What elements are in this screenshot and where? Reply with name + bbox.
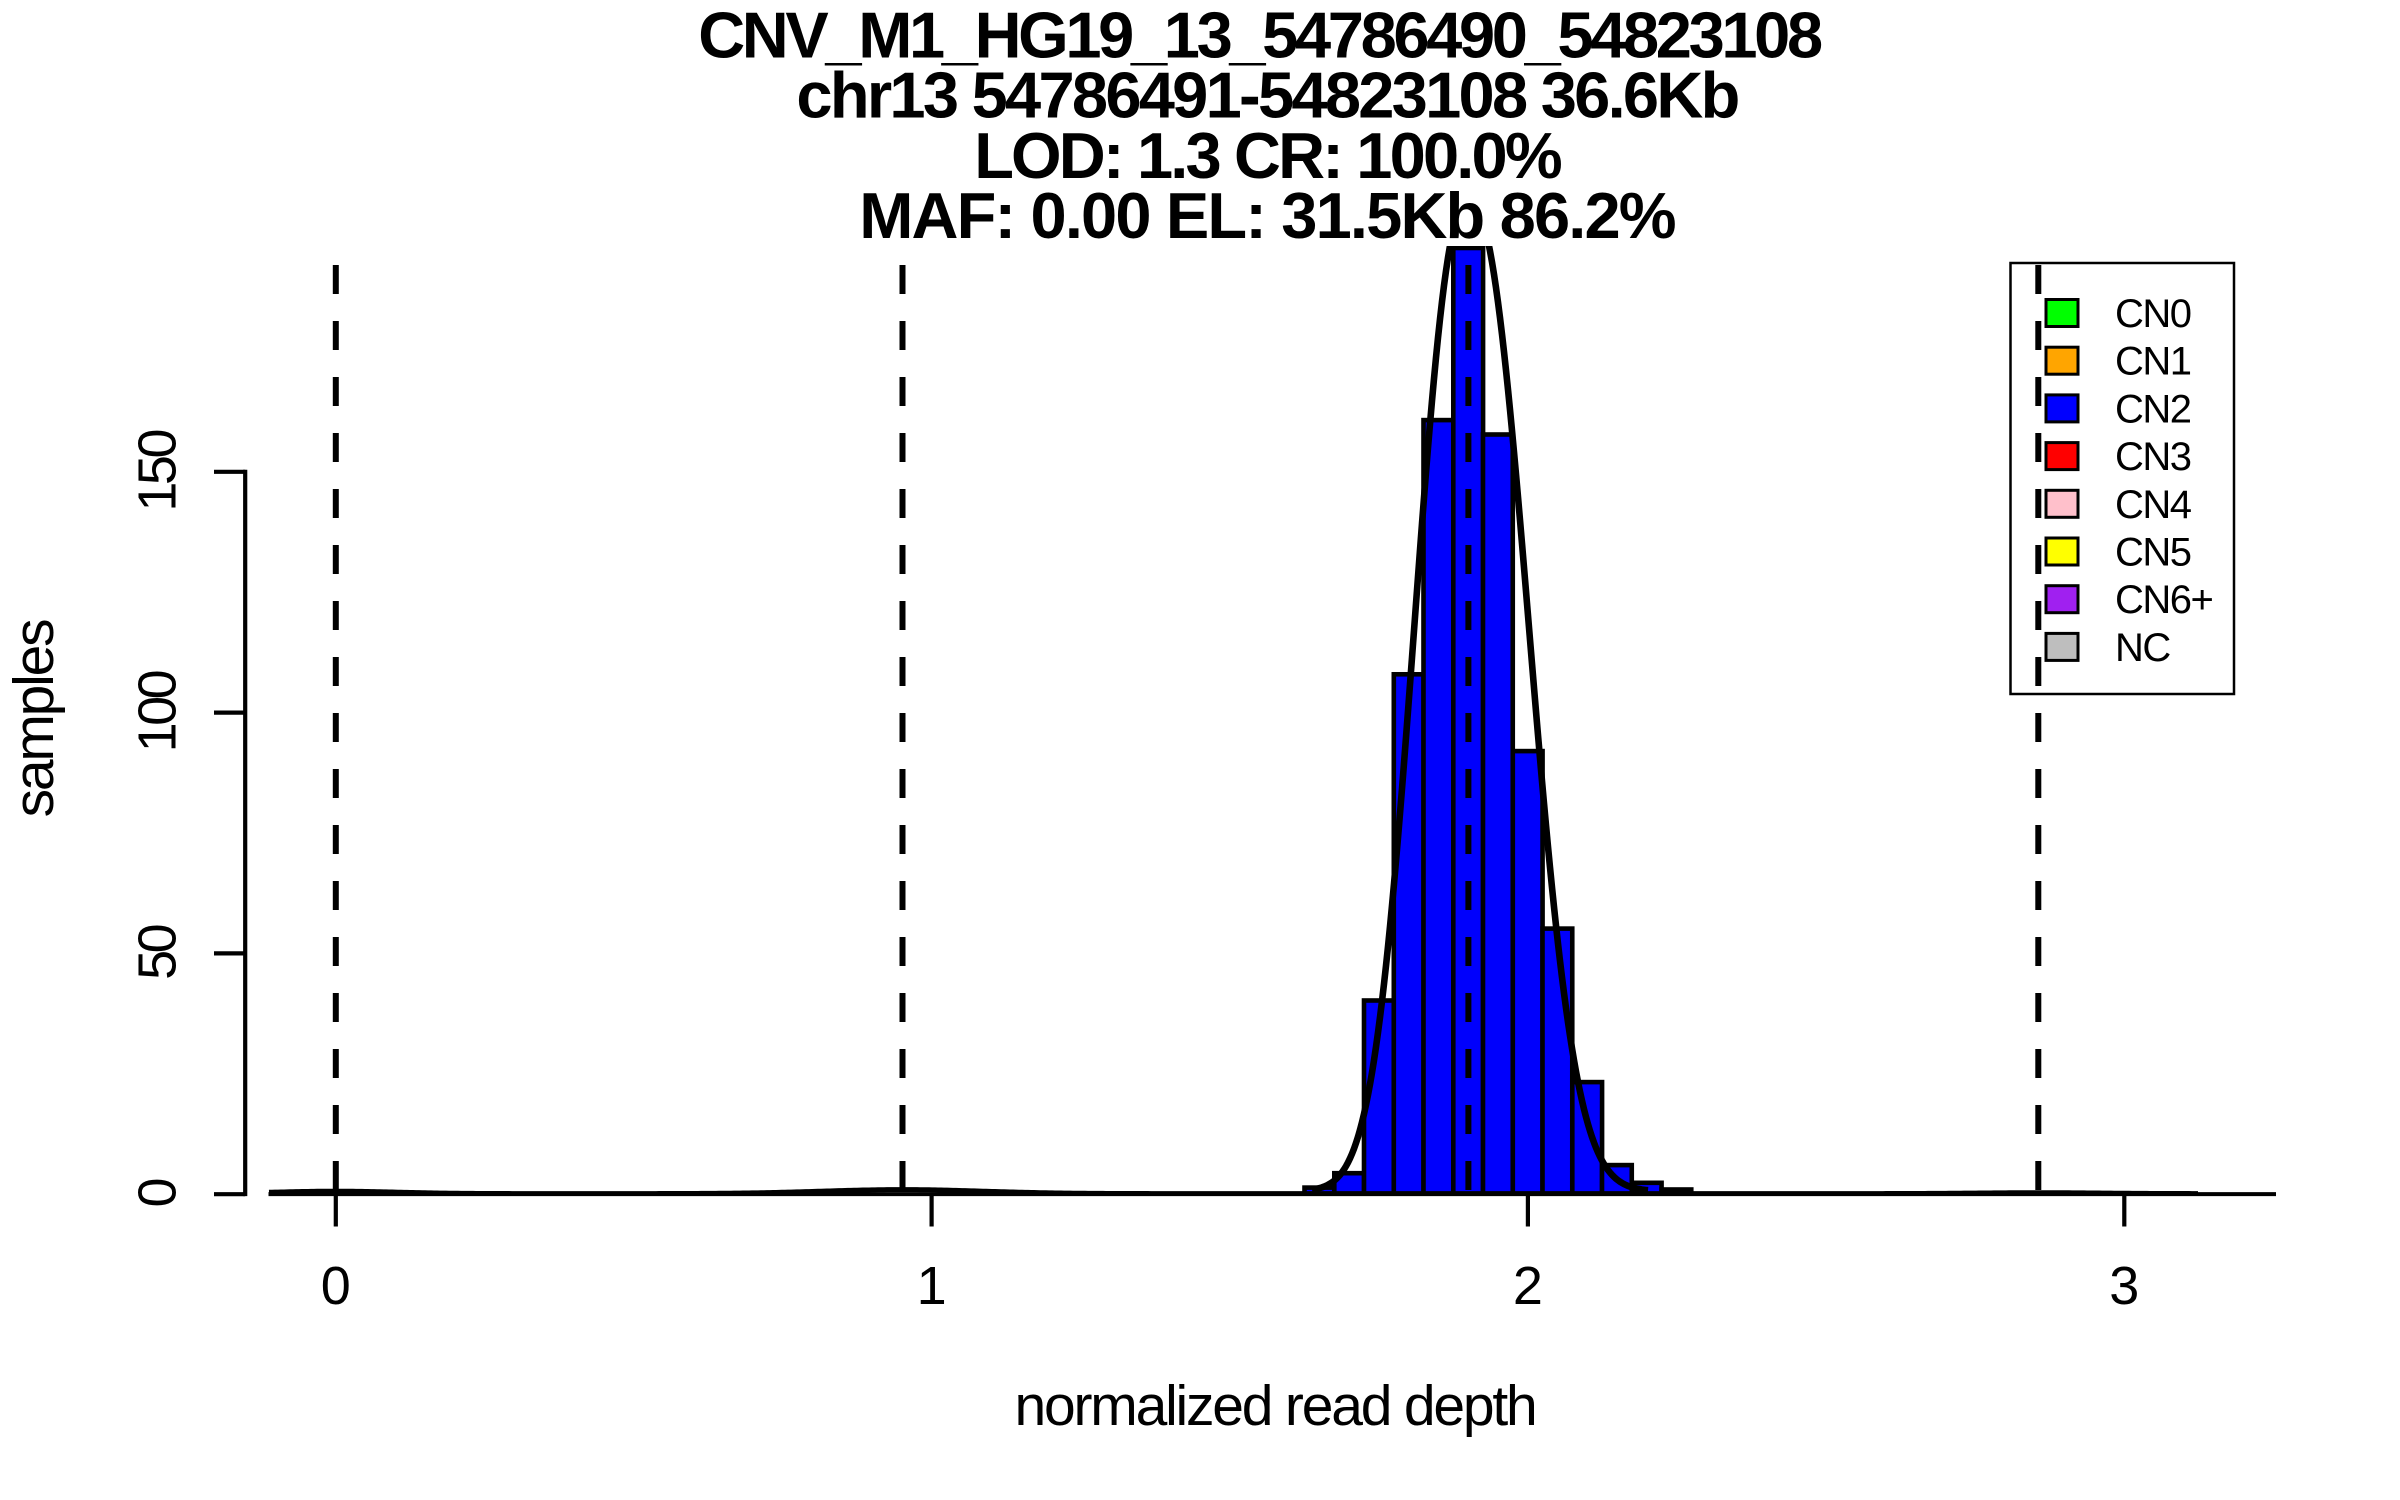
svg-text:CN3: CN3 <box>2115 435 2191 479</box>
svg-text:CN1: CN1 <box>2115 340 2191 384</box>
svg-text:chr13 54786491-54823108 36.6Kb: chr13 54786491-54823108 36.6Kb <box>796 59 1738 132</box>
svg-text:3: 3 <box>2109 1256 2139 1316</box>
svg-text:CN5: CN5 <box>2115 531 2191 575</box>
svg-text:CN0: CN0 <box>2115 292 2191 336</box>
svg-text:0: 0 <box>128 1179 188 1207</box>
svg-text:CN6+: CN6+ <box>2115 578 2213 622</box>
svg-text:CN4: CN4 <box>2115 483 2192 527</box>
svg-text:MAF: 0.00 EL: 31.5Kb 86.2%: MAF: 0.00 EL: 31.5Kb 86.2% <box>859 179 1676 252</box>
svg-text:150: 150 <box>128 431 188 512</box>
svg-text:100: 100 <box>128 671 188 752</box>
svg-text:NC: NC <box>2115 626 2170 670</box>
svg-text:50: 50 <box>128 925 188 980</box>
svg-text:1: 1 <box>917 1256 947 1316</box>
svg-text:normalized read depth: normalized read depth <box>1015 1374 1536 1438</box>
svg-text:0: 0 <box>321 1256 351 1316</box>
svg-text:CN2: CN2 <box>2115 387 2191 431</box>
svg-text:LOD: 1.3 CR: 100.0%: LOD: 1.3 CR: 100.0% <box>974 119 1562 192</box>
svg-text:samples: samples <box>2 620 66 818</box>
svg-text:CNV_M1_HG19_13_54786490_548231: CNV_M1_HG19_13_54786490_54823108 <box>698 0 1822 72</box>
svg-text:2: 2 <box>1513 1256 1543 1316</box>
